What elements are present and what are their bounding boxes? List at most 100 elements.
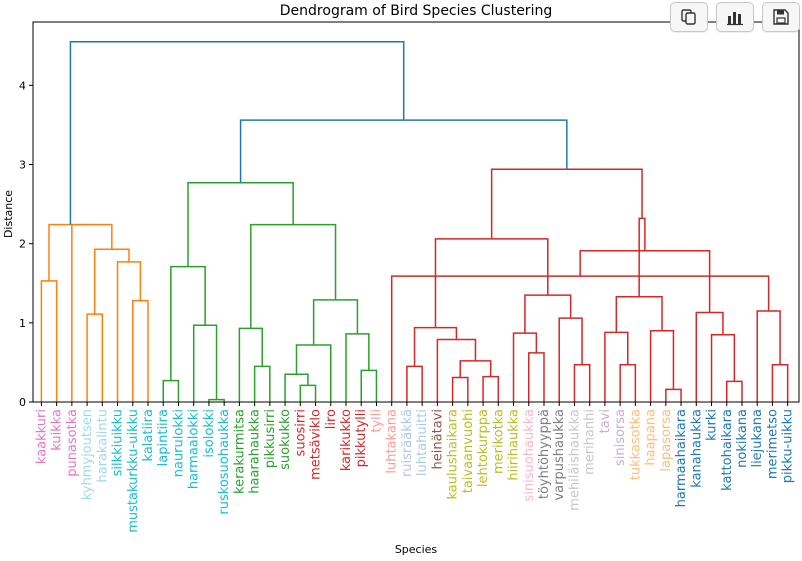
dendrogram-link: [69, 41, 405, 225]
x-axis: kaakkuri kuikka punasotka kyhmyjoutsen harak…: [34, 402, 796, 533]
y-axis: 0 1 2 3 4: [19, 79, 33, 409]
leaf-label: lapintiira: [156, 409, 171, 466]
leaf-label: tavi: [598, 409, 613, 433]
dendrogram-link: [615, 295, 663, 333]
dendrogram-link: [649, 330, 675, 402]
leaf-label: suosirri: [293, 409, 308, 456]
dendrogram-link: [345, 333, 370, 402]
leaf-label: luhtakana: [385, 409, 400, 474]
leaf-label: liro: [324, 409, 339, 429]
leaf-label: nokikana: [735, 409, 750, 468]
dendrogram-link: [771, 364, 789, 402]
leaf-label: lapasorsa: [659, 409, 674, 472]
dendrogram-link: [162, 379, 180, 402]
leaf-label: naurulokki: [171, 409, 186, 477]
dendrogram-link: [726, 380, 743, 402]
dendrogram-link: [695, 311, 724, 402]
leaf-label: kaakkuri: [34, 409, 49, 464]
y-tick-label: 2: [19, 238, 26, 251]
leaf-label: hiirihaukka: [507, 409, 522, 481]
dendrogram-link: [512, 332, 538, 402]
dendrogram-link: [528, 352, 545, 402]
copy-button[interactable]: [670, 2, 708, 32]
dendrogram-links: [40, 41, 789, 402]
dendrogram-link: [756, 310, 781, 402]
dendrogram-link: [558, 317, 583, 402]
leaf-label: varpushaukka: [552, 409, 567, 501]
leaf-label: pikkutylli: [354, 409, 369, 467]
leaf-label: lehtokurppa: [476, 409, 491, 487]
leaf-label: haarahaukka: [248, 409, 263, 494]
leaf-label: kerakurmitsa: [232, 409, 247, 494]
y-tick-label: 3: [19, 159, 26, 172]
dendrogram-link: [638, 217, 646, 297]
dendrogram-link: [360, 369, 378, 402]
leaf-label: pikku-uikku: [781, 409, 796, 483]
chart-view-button[interactable]: [716, 2, 754, 32]
dendrogram-link: [604, 331, 629, 402]
dendrogram-link: [299, 384, 317, 402]
dendrogram-link: [665, 388, 682, 402]
leaf-label: liejukana: [750, 409, 765, 468]
leaf-label: haapana: [644, 409, 659, 466]
dendrogram-link: [710, 333, 736, 402]
leaf-label: metsäviklo: [309, 409, 324, 480]
chart-toolbar: [670, 2, 800, 32]
dendrogram-link: [619, 364, 637, 402]
dendrogram-link: [170, 265, 206, 381]
y-tick-label: 0: [19, 396, 26, 409]
dendrogram-link: [253, 365, 271, 402]
leaf-label: kanahaukka: [689, 409, 704, 488]
dendrogram-link: [434, 238, 549, 328]
dendrogram-link: [459, 360, 492, 378]
dendrogram-link: [482, 375, 500, 402]
y-tick-label: 1: [19, 317, 26, 330]
dendrogram-link: [71, 223, 113, 402]
dendrogram-link: [413, 326, 458, 367]
leaf-label: taivaanvuohi: [461, 409, 476, 493]
copy-icon: [681, 9, 696, 25]
leaf-label: mustakurkku-uikku: [126, 409, 141, 533]
leaf-label: tylli: [369, 409, 384, 433]
save-button[interactable]: [762, 2, 800, 32]
leaf-label: kyhmyjoutsen: [80, 409, 95, 500]
leaf-label: heinätavi: [430, 409, 445, 469]
leaf-label: mehiläishaukka: [567, 409, 582, 511]
leaf-label: töyhtöhyyppä: [537, 409, 552, 499]
leaf-label: isolokki: [202, 409, 217, 458]
dendrogram-link: [239, 119, 568, 183]
leaf-label: harakalintu: [95, 409, 110, 483]
leaf-label: merikotka: [491, 409, 506, 474]
dendrogram-link: [490, 168, 643, 239]
leaf-label: ruskosuohaukka: [217, 409, 232, 515]
dendrogram-link: [132, 299, 149, 402]
x-axis-label: Species: [395, 543, 438, 556]
dendrogram-link: [40, 280, 58, 402]
dendrogram-link: [451, 376, 469, 402]
dendrogram-link: [93, 248, 130, 315]
dendrogram-link: [192, 324, 218, 402]
dendrogram-link: [116, 261, 142, 402]
dendrogram-link: [86, 313, 104, 402]
leaf-label: harmaahaikara: [674, 409, 689, 507]
leaf-label: kaulushaikara: [446, 409, 461, 500]
leaf-label: ruisrääkkä: [400, 409, 415, 477]
dendrogram-link: [579, 250, 711, 313]
dendrogram-link: [295, 344, 332, 402]
leaf-label: kattohaikara: [720, 409, 735, 491]
dendrogram-link: [250, 223, 337, 329]
dendrogram-link: [406, 365, 423, 402]
dendrogram-link: [238, 327, 263, 402]
y-axis-label: Distance: [2, 190, 15, 238]
save-icon: [773, 9, 789, 25]
dendrogram-link: [524, 294, 572, 334]
leaf-label: pikkusirri: [263, 409, 278, 468]
leaf-label: merimetso: [765, 409, 780, 479]
chart-title: Dendrogram of Bird Species Clustering: [280, 3, 552, 19]
leaf-label: karikukko: [339, 409, 354, 471]
leaf-label: sinisuohaukka: [522, 409, 537, 501]
dendrogram-link: [48, 223, 92, 281]
dendrogram-link: [284, 373, 309, 402]
leaf-label: tukkasotka: [628, 409, 643, 480]
